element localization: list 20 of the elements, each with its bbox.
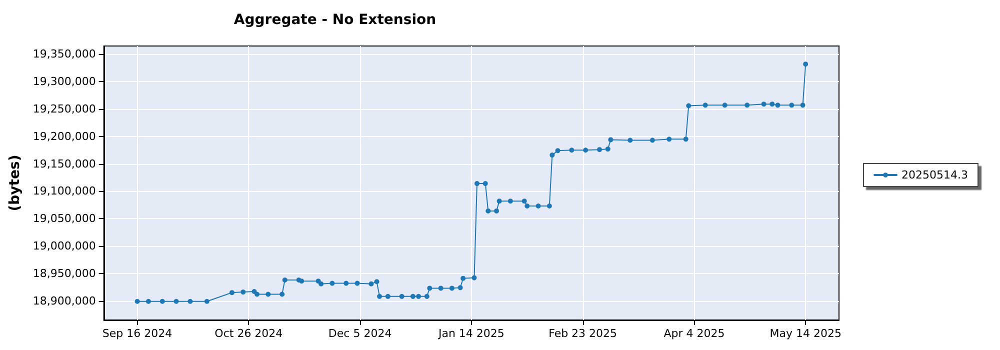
y-axis-title: (bytes) xyxy=(7,154,23,212)
y-tick-label: 19,050,000 xyxy=(32,212,96,226)
x-tick-label: Dec 5 2024 xyxy=(328,327,392,340)
y-tick-label: 19,350,000 xyxy=(32,48,96,61)
x-tick-label: Apr 4 2025 xyxy=(664,327,725,340)
y-tick-label: 19,100,000 xyxy=(32,184,96,198)
legend-label: 20250514.3 xyxy=(902,168,968,182)
x-tick-label: Jan 14 2025 xyxy=(437,327,504,340)
x-tick-label: Sep 16 2024 xyxy=(102,327,172,340)
y-tick-label: 19,150,000 xyxy=(32,157,96,170)
y-tick-label: 18,900,000 xyxy=(32,294,96,308)
x-tick-label: Feb 23 2025 xyxy=(548,327,618,340)
x-tick-label: Oct 26 2024 xyxy=(214,327,283,340)
y-tick-label: 19,000,000 xyxy=(32,240,96,253)
y-tick-label: 18,950,000 xyxy=(32,266,96,280)
y-tick-label: 19,200,000 xyxy=(32,130,96,143)
y-tick-label: 19,250,000 xyxy=(32,102,96,116)
x-tick-label: May 14 2025 xyxy=(770,327,842,340)
y-tick-label: 19,300,000 xyxy=(32,75,96,88)
chart-title: Aggregate - No Extension xyxy=(234,12,436,28)
